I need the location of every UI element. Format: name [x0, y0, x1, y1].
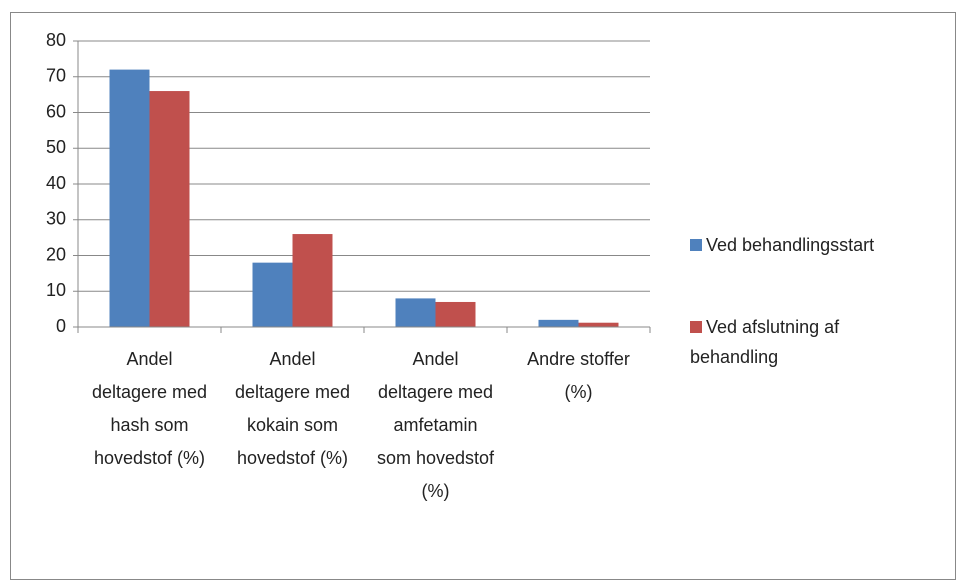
legend-swatch	[690, 321, 702, 333]
bar	[435, 301, 476, 327]
legend-entry: Ved behandlingsstart	[690, 230, 930, 260]
chart-frame	[10, 12, 956, 580]
y-tick-label: 30	[46, 209, 66, 229]
legend-swatch	[690, 239, 702, 251]
legend-entry: Ved afslutning af behandling	[690, 312, 930, 372]
y-tick-label: 80	[46, 30, 66, 50]
bar	[578, 322, 619, 327]
y-tick-label: 40	[46, 173, 66, 193]
y-tick-label: 60	[46, 101, 66, 121]
bar	[395, 298, 436, 327]
legend-label: Ved afslutning af behandling	[690, 317, 840, 367]
y-tick-label: 0	[56, 316, 66, 336]
x-tick-label: Andel deltagere med kokain som hovedstof…	[234, 349, 351, 468]
legend-label: Ved behandlingsstart	[706, 235, 875, 255]
bar	[538, 319, 579, 327]
y-tick-label: 50	[46, 137, 66, 157]
bar	[149, 91, 190, 327]
bar	[109, 69, 150, 327]
y-tick-label: 20	[46, 244, 66, 264]
y-tick-label: 70	[46, 66, 66, 86]
x-tick-label: Andre stoffer (%)	[527, 349, 630, 402]
y-tick-label: 10	[46, 280, 66, 300]
bar	[292, 234, 333, 327]
x-tick-label: Andel deltagere med amfetamin som hoveds…	[376, 349, 495, 501]
x-tick-label: Andel deltagere med hash som hovedstof (…	[91, 349, 208, 468]
bar	[252, 262, 293, 327]
